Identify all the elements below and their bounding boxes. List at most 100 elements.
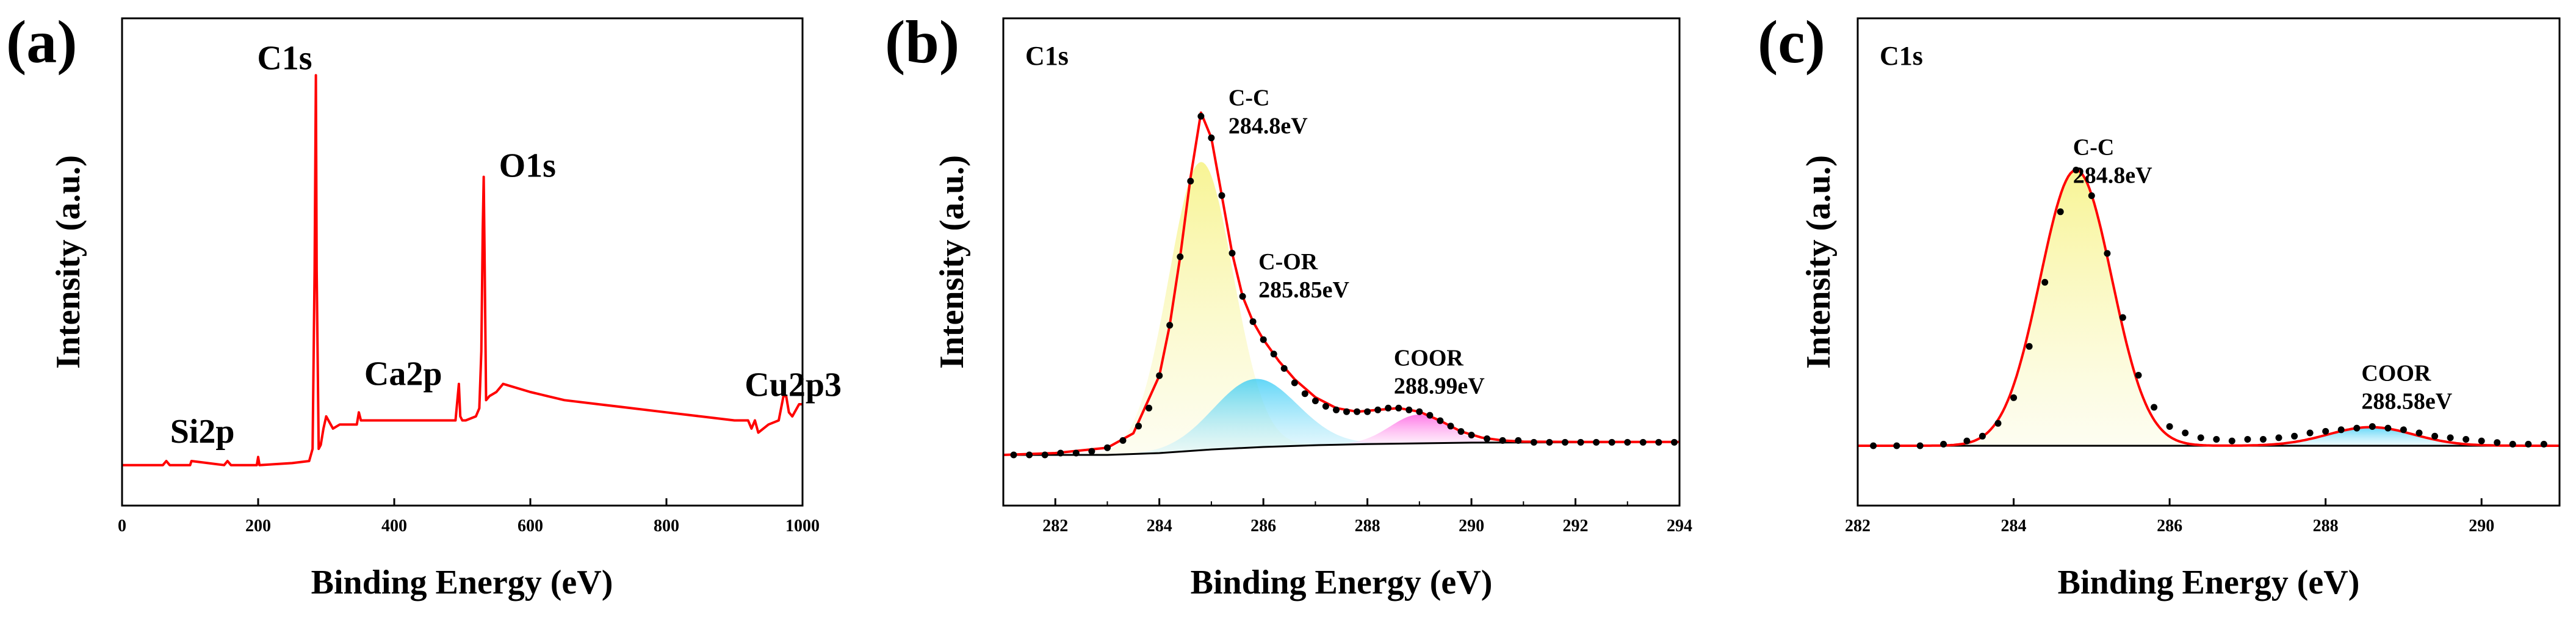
- data-point: [1270, 350, 1277, 358]
- data-point: [1940, 440, 1947, 448]
- data-point: [2384, 424, 2392, 432]
- data-point: [2337, 426, 2345, 434]
- data-point: [1870, 442, 1877, 449]
- data-point: [1468, 432, 1475, 438]
- x-tick-label: 294: [1667, 517, 1692, 536]
- panel-b-frame: [1002, 17, 1681, 507]
- x-tick-label: 288: [2313, 517, 2339, 536]
- peak-energy-label-c-c: 284.8eV: [2073, 163, 2152, 189]
- data-point: [1291, 379, 1298, 387]
- peak-energy-label-c-c: 284.8eV: [1228, 114, 1308, 139]
- data-point: [2415, 429, 2423, 437]
- data-point: [1608, 438, 1615, 446]
- peak-energy-label-coor: 288.58eV: [2361, 389, 2452, 415]
- data-point: [2135, 372, 2142, 379]
- data-point: [1515, 437, 1522, 444]
- data-point: [1405, 406, 1413, 413]
- panel-b-label: (b): [885, 8, 959, 76]
- data-point: [1447, 423, 1454, 430]
- panel-b: (b) C1s 282 284 286 288 290 292 294 C-C 284.8eV…: [885, 8, 1692, 601]
- data-point: [2228, 437, 2235, 445]
- data-point: [1333, 406, 1340, 413]
- data-point: [1385, 404, 1392, 412]
- panel-b-xlabel: Binding Energy (eV): [1191, 564, 1493, 601]
- panel-c-frame: [1856, 17, 2561, 507]
- data-point: [1916, 442, 1924, 449]
- data-point: [2151, 404, 2158, 411]
- fit-envelope-line: [1858, 169, 2560, 447]
- panel-c-fill: [1932, 170, 2542, 446]
- panel-b-plot: [1003, 111, 1680, 459]
- data-point: [1562, 438, 1568, 446]
- data-point: [1437, 417, 1444, 424]
- data-point: [2088, 192, 2095, 199]
- data-point: [1624, 438, 1631, 446]
- data-point: [1010, 451, 1017, 459]
- data-point: [1484, 435, 1491, 442]
- peak-label-c-or: C-OR: [1258, 249, 1318, 275]
- data-point: [1893, 442, 1900, 449]
- data-point: [2447, 434, 2454, 441]
- peak-label-o1s: O1s: [499, 147, 556, 185]
- data-point: [2275, 434, 2282, 441]
- peak-label-cu2p3: Cu2p3: [745, 366, 842, 404]
- panel-a-ylabel: Intensity (a.u.): [49, 155, 87, 369]
- data-point: [2259, 436, 2267, 443]
- data-point: [1301, 390, 1308, 398]
- data-point: [1119, 437, 1127, 444]
- data-point: [1311, 398, 1319, 404]
- x-tick-label: 292: [1563, 517, 1589, 536]
- data-point: [1260, 336, 1267, 343]
- panel-a-ticks: 0 200 400 600 800 1000: [118, 498, 820, 536]
- panel-b-inner-title: C1s: [1025, 41, 1069, 71]
- data-point: [2010, 394, 2018, 401]
- data-point: [1166, 322, 1174, 329]
- peak-energy-label-c-or: 285.85eV: [1258, 277, 1349, 303]
- x-tick-label: 290: [1459, 517, 1484, 536]
- data-point: [2353, 424, 2361, 432]
- data-point: [1187, 178, 1194, 185]
- peak-energy-label-coor: 288.99eV: [1394, 373, 1485, 399]
- data-point: [1994, 419, 2002, 427]
- data-point: [1104, 444, 1111, 451]
- data-point: [2291, 432, 2298, 440]
- data-point: [2073, 167, 2080, 173]
- baseline-line: [1003, 441, 1680, 456]
- data-point: [2197, 434, 2204, 441]
- data-point: [1395, 404, 1402, 412]
- data-point: [1979, 432, 1986, 440]
- data-point: [1135, 423, 1142, 430]
- data-point: [1593, 438, 1600, 446]
- x-tick-label: 286: [2157, 517, 2182, 536]
- panel-a-plot: [122, 74, 803, 467]
- peak-label-ca2p: Ca2p: [364, 355, 442, 393]
- data-point: [1197, 112, 1205, 120]
- data-point: [2369, 423, 2376, 430]
- panel-a-xlabel: Binding Energy (eV): [311, 564, 613, 601]
- data-point: [1228, 250, 1236, 257]
- data-point: [1239, 292, 1246, 300]
- data-point: [1426, 412, 1434, 419]
- data-point: [2244, 436, 2251, 443]
- data-point: [1577, 438, 1584, 446]
- peak-label-c-c: C-C: [1228, 85, 1270, 111]
- x-tick-label: 200: [245, 517, 271, 536]
- panel-c: (c) C1s 282 284 286 288 290 C-C284.8eVCOOR28…: [1758, 8, 2561, 601]
- component-coor-area: [2199, 427, 2542, 446]
- data-point: [2322, 427, 2329, 435]
- data-point: [1364, 408, 1371, 415]
- data-point: [1354, 408, 1361, 415]
- x-tick-label: 1000: [785, 517, 820, 536]
- x-tick-label: 284: [1147, 517, 1172, 536]
- data-point: [2213, 436, 2220, 443]
- data-point: [2166, 423, 2173, 430]
- data-point: [2494, 439, 2501, 446]
- data-point: [2041, 278, 2049, 286]
- data-point: [1639, 438, 1647, 446]
- data-point: [1026, 451, 1033, 459]
- panel-b-fill: [1072, 162, 1534, 455]
- data-point: [1546, 438, 1553, 446]
- x-tick-label: 282: [1845, 517, 1871, 536]
